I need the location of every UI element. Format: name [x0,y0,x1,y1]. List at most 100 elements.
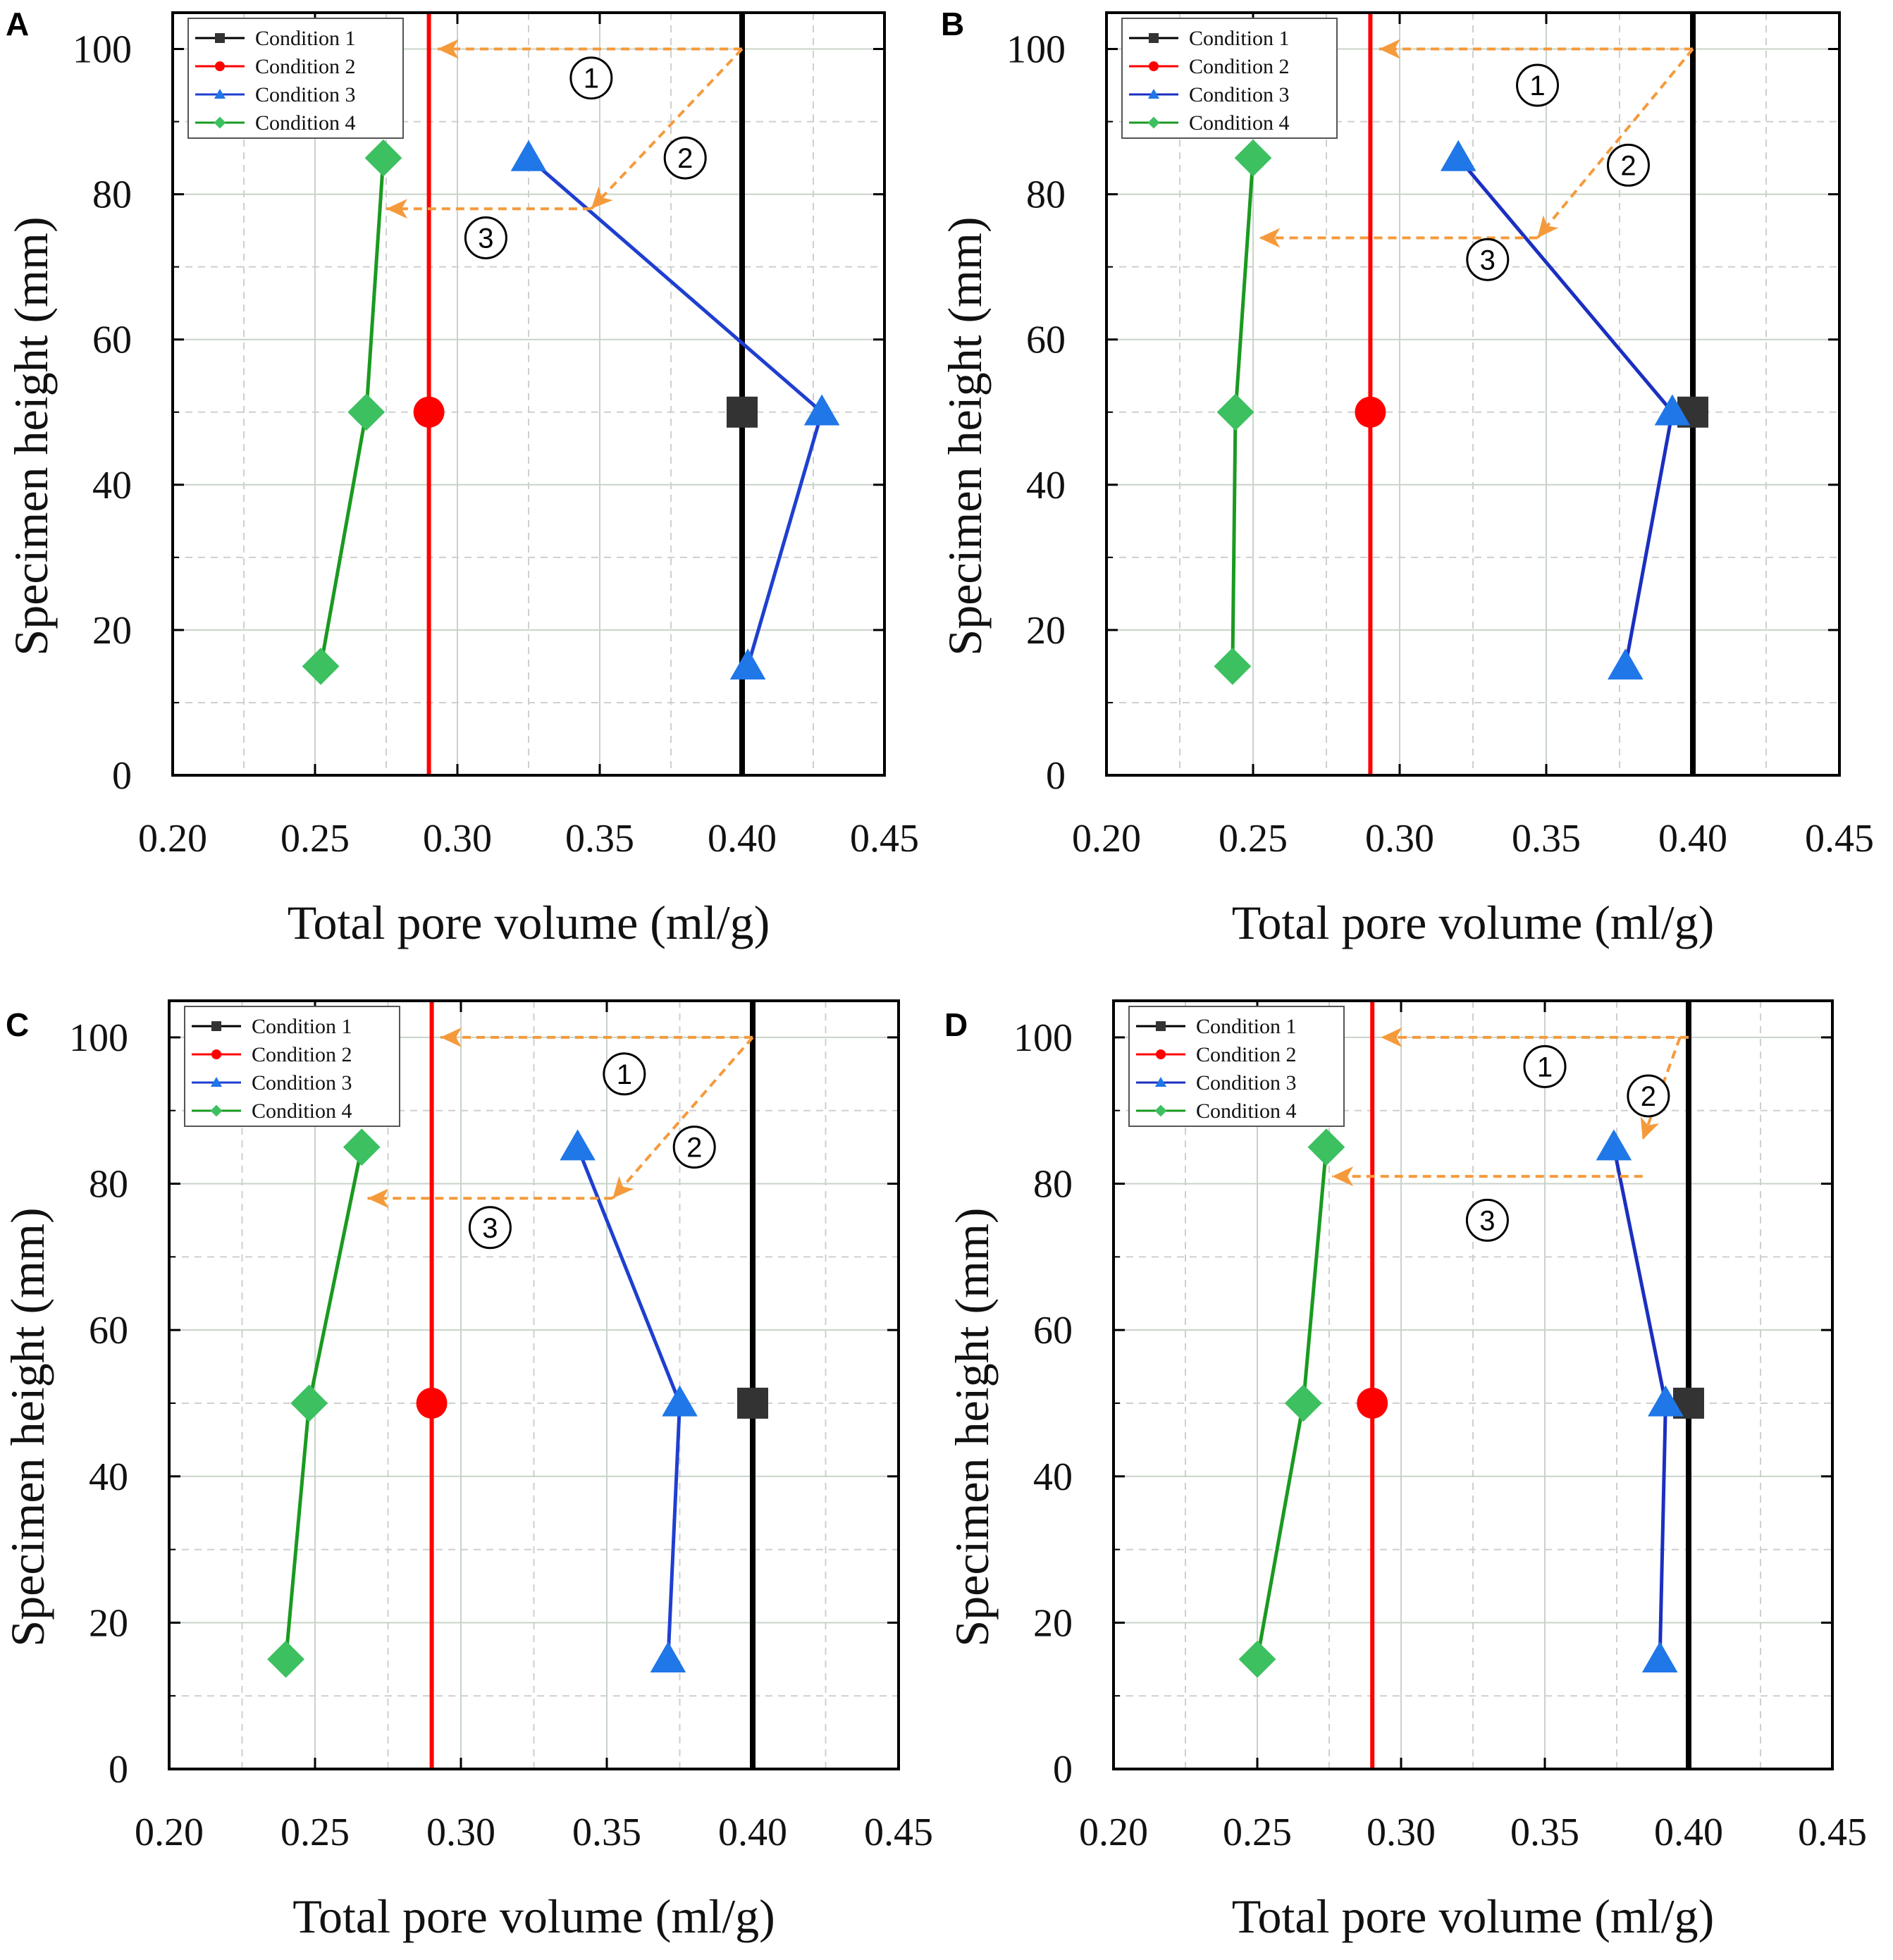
legend-marker-square [215,33,225,43]
data-point-circle [1355,396,1386,428]
legend-label: Condition 1 [1189,27,1290,50]
data-point-triangle [1440,140,1476,171]
x-axis-title: Total pore volume (ml/g) [292,1890,775,1943]
annotation-arrow-head [386,199,407,219]
annotation-circle [1627,1074,1670,1118]
data-point-triangle [560,1129,596,1161]
data-point-triangle [729,648,766,680]
x-tick-label: 0.35 [565,817,634,861]
plot-frame [1112,999,1834,1770]
legend: Condition 1 Condition 2 Condition 3 Conditi… [184,1006,400,1127]
legend-marker-triangle [1154,1076,1167,1087]
annotation-label: 2 [686,1133,702,1164]
plot-frame [1105,11,1841,777]
y-tick-label: 40 [1026,464,1066,507]
annotation-arrow-head [1537,215,1559,238]
legend: Condition 1 Condition 2 Condition 3 Conditi… [187,18,404,139]
data-point-diamond [347,393,386,431]
y-tick-label: 100 [1013,1016,1073,1060]
legend-label: Condition 1 [252,1015,352,1038]
data-point-diamond [364,139,402,177]
annotation-arrow-head [437,39,459,59]
y-axis-title: Specimen height (mm) [938,216,992,655]
annotation-arrow-line [590,48,744,210]
legend-label: Condition 4 [255,111,356,135]
data-point-triangle [1648,1385,1684,1417]
x-tick-label: 0.45 [850,817,919,861]
legend-marker-diamond [214,116,226,129]
y-tick-label: 100 [69,1016,128,1060]
x-axis-title: Total pore volume (ml/g) [1232,1890,1715,1943]
y-tick-label: 60 [1026,319,1066,362]
annotation-label: 3 [1479,1205,1495,1236]
annotation-arrow-head [440,1027,462,1047]
annotation-circle [672,1126,716,1169]
legend-label: Condition 3 [255,83,356,106]
legend-marker-circle [211,1049,221,1059]
panel-letter: A [6,6,29,42]
annotation-arrow-head [1332,1166,1354,1187]
annotation-arrow-line [1641,1037,1682,1140]
y-tick-label: 80 [1026,173,1066,217]
legend-marker-square [211,1021,221,1031]
y-tick-label: 40 [89,1455,128,1499]
legend-label: Condition 1 [255,27,356,50]
y-tick-label: 60 [1033,1309,1073,1352]
legend-marker-circle [215,61,225,71]
y-axis-title: Specimen height (mm) [945,1207,999,1646]
annotation-arrow-head [367,1188,389,1209]
x-tick-label: 0.20 [138,817,207,861]
legend-marker-diamond [1154,1104,1167,1117]
annotation-circle [468,1206,512,1250]
y-tick-label: 60 [92,319,132,362]
plot-frame [168,999,900,1770]
data-point-triangle [1608,648,1644,680]
chart-panel-a: A 0.20 0.25 0.30 0.35 0.40 0.45 0 20 40 60 80 100 Tot… [4,6,919,949]
data-point-circle [413,396,445,428]
legend-label: Condition 4 [1196,1099,1297,1123]
x-tick-label: 0.25 [280,817,350,861]
x-tick-label: 0.25 [1219,817,1288,861]
x-tick-label: 0.25 [1223,1811,1292,1854]
x-tick-label: 0.30 [1365,817,1434,861]
legend-marker-triangle [1147,88,1160,99]
annotation-circle [1466,238,1510,281]
annotation-label: 1 [1529,70,1545,101]
annotation-arrow-head [1379,39,1400,59]
y-tick-label: 40 [1033,1455,1073,1499]
legend-label: Condition 4 [252,1099,352,1123]
annotation-label: 3 [482,1213,498,1244]
plot-frame [171,11,886,777]
data-point-diamond [1307,1128,1345,1166]
panel-letter: B [941,6,964,42]
legend-marker-triangle [214,88,226,99]
annotation-circle [569,56,613,100]
annotation-circle [1523,1044,1567,1088]
annotation-circle [603,1052,646,1096]
x-tick-label: 0.40 [1654,1811,1723,1854]
data-point-triangle [1596,1129,1632,1161]
data-point-triangle [510,140,547,171]
data-point-triangle [650,1641,686,1672]
legend-marker-square [1149,33,1159,43]
data-point-square [737,1387,768,1419]
annotation-label: 1 [1537,1052,1553,1083]
data-point-diamond [1284,1384,1322,1422]
chart-panel-b: B 0.20 0.25 0.30 0.35 0.40 0.45 0 20 40 60 80 100 Tot… [938,6,1874,949]
legend-label: Condition 2 [1189,55,1290,78]
annotation-label: 1 [617,1059,632,1090]
data-point-diamond [343,1128,381,1166]
annotation-label: 3 [1480,245,1496,276]
panel-letter: C [6,1006,29,1043]
y-tick-label: 0 [1053,1748,1073,1792]
data-point-triangle [1641,1641,1678,1672]
data-point-triangle [803,394,840,426]
annotation-label: 2 [1620,150,1636,181]
y-tick-label: 80 [1033,1163,1073,1207]
legend: Condition 1 Condition 2 Condition 3 Conditi… [1121,18,1338,139]
y-tick-label: 100 [1006,28,1066,72]
annotation-circle [1516,63,1560,107]
annotation-label: 3 [478,223,493,254]
x-axis-title: Total pore volume (ml/g) [288,896,770,949]
